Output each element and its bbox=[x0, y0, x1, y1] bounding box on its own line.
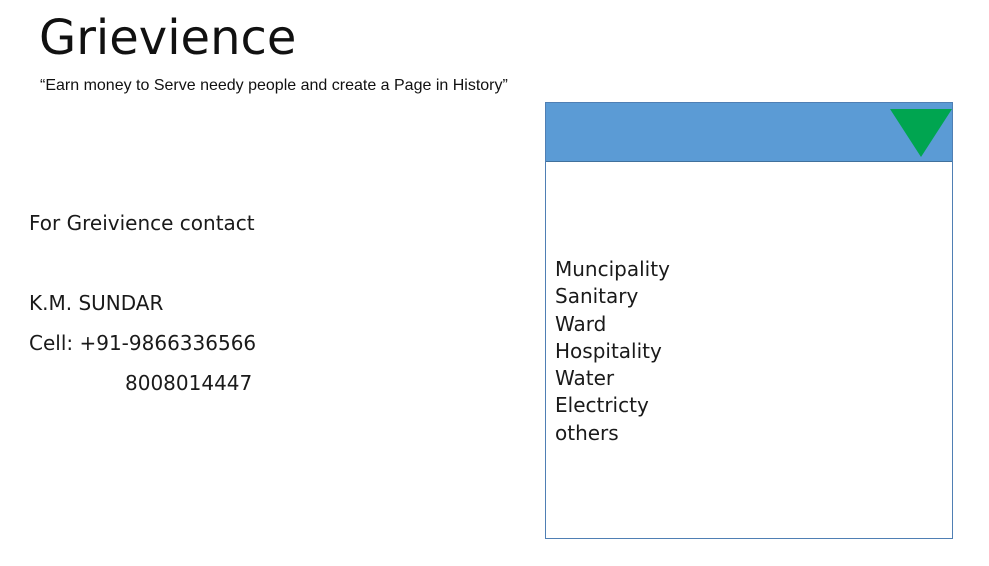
dropdown-option-electricty[interactable]: Electricty bbox=[555, 393, 649, 418]
contact-alt-number: 8008014447 bbox=[125, 371, 253, 395]
dropdown-option-list: Muncipality Sanitary Ward Hospitality Wa… bbox=[555, 256, 670, 447]
dropdown-option-water[interactable]: Water bbox=[555, 366, 615, 391]
page-title: Grievience bbox=[39, 10, 297, 66]
dropdown-option-muncipality[interactable]: Muncipality bbox=[555, 257, 670, 281]
contact-heading: For Greivience contact bbox=[29, 211, 255, 235]
triangle-down-icon[interactable] bbox=[890, 109, 952, 157]
contact-cell-number: Cell: +91-9866336566 bbox=[29, 331, 257, 355]
dropdown-option-hospitality[interactable]: Hospitality bbox=[555, 338, 662, 363]
dropdown-toggle[interactable] bbox=[546, 103, 952, 162]
dropdown-option-ward[interactable]: Ward bbox=[555, 311, 607, 336]
contact-name: K.M. SUNDAR bbox=[29, 291, 164, 315]
grievance-category-dropdown: Muncipality Sanitary Ward Hospitality Wa… bbox=[545, 102, 953, 539]
dropdown-option-sanitary[interactable]: Sanitary bbox=[555, 284, 639, 309]
dropdown-option-others[interactable]: others bbox=[555, 420, 619, 445]
tagline: “Earn money to Serve needy people and cr… bbox=[40, 77, 508, 94]
